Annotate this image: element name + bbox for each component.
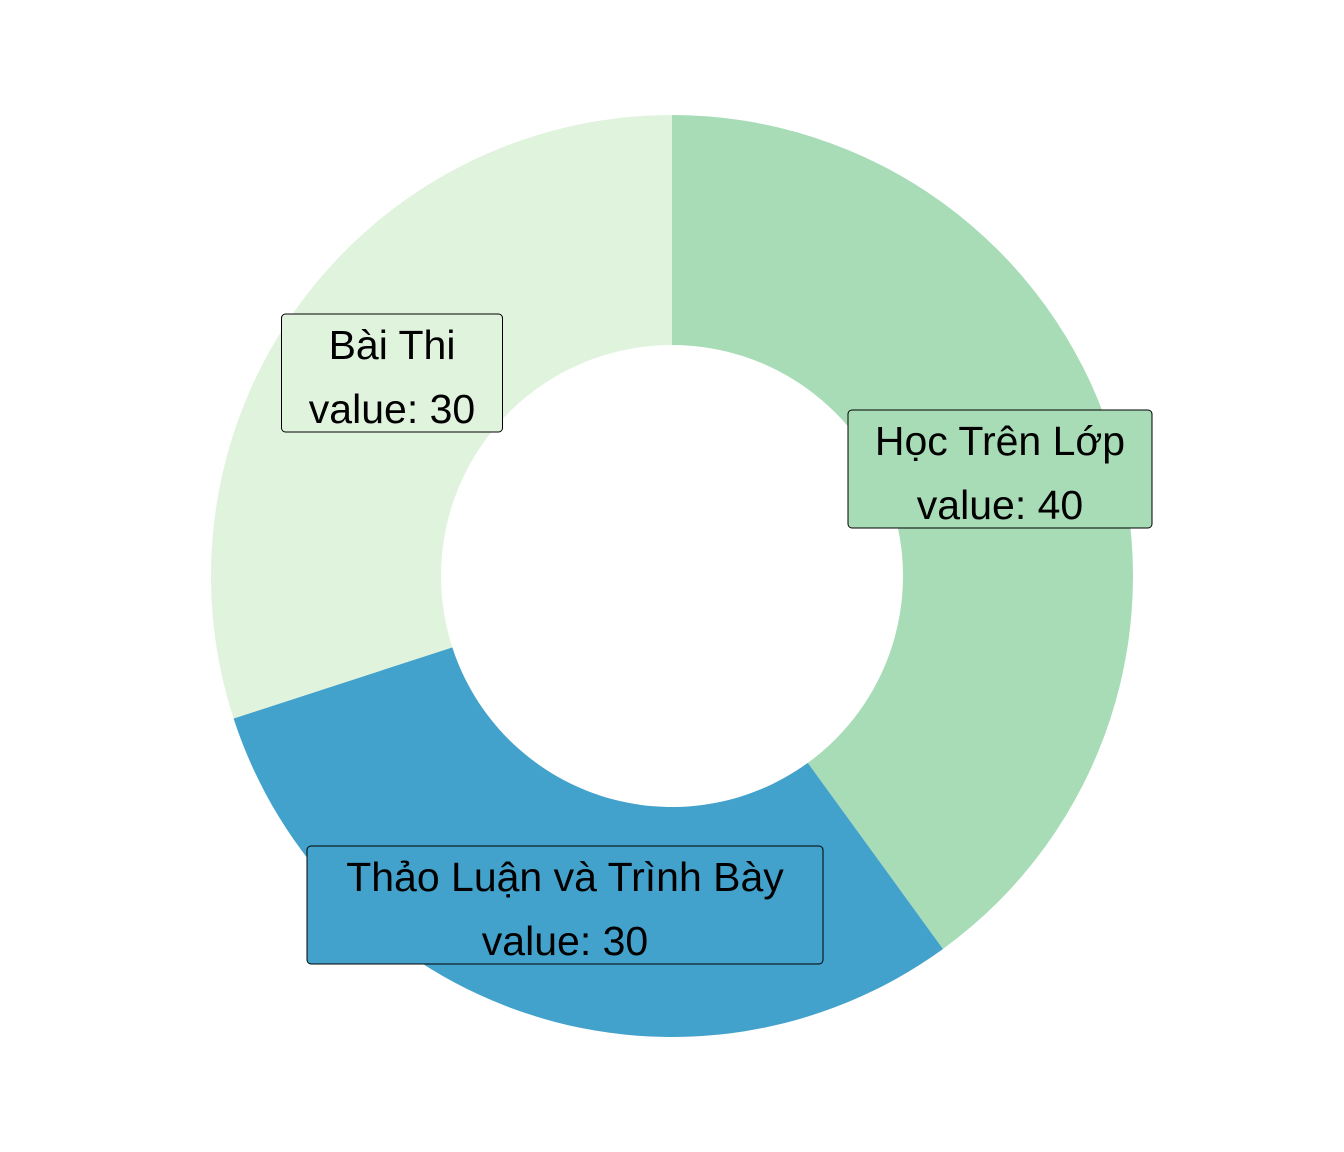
slice-label-value: value: 40	[917, 482, 1083, 528]
slice-label-name: Học Trên Lớp	[875, 418, 1125, 464]
slice-label-value: value: 30	[309, 386, 475, 432]
slice-label-box	[306, 845, 824, 965]
slice-label-box	[281, 313, 503, 433]
slice-label: Thảo Luận và Trình Bày value: 30	[306, 845, 824, 965]
slice-label-value: value: 30	[482, 918, 648, 964]
slice-labels: Học Trên Lớp value: 40 Thảo Luận và Trình …	[281, 313, 1153, 965]
slice-label-name: Thảo Luận và Trình Bày	[346, 854, 784, 900]
slice-label: Bài Thi value: 30	[281, 313, 503, 433]
slice-label: Học Trên Lớp value: 40	[847, 409, 1153, 529]
donut-slice	[233, 647, 943, 1038]
slice-label-name: Bài Thi	[329, 322, 456, 368]
slice-label-box	[847, 409, 1153, 529]
donut-slice	[672, 115, 1134, 949]
